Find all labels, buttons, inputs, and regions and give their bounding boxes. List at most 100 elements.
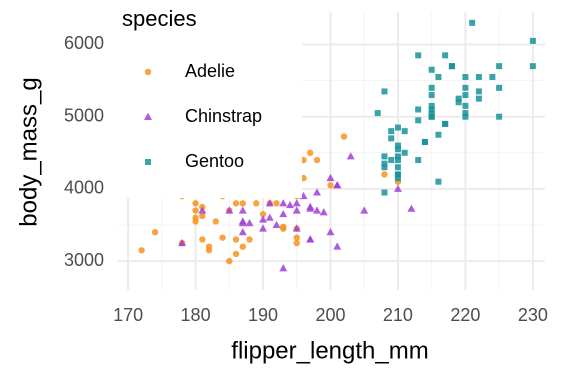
point — [292, 224, 301, 232]
point — [381, 88, 388, 95]
point — [326, 173, 335, 182]
x-axis-label: flipper_length_mm — [231, 337, 428, 364]
point — [442, 120, 449, 127]
point — [435, 131, 442, 138]
point — [199, 212, 206, 220]
point — [448, 63, 455, 70]
point — [246, 236, 253, 243]
point — [496, 84, 503, 91]
point — [475, 95, 482, 102]
point — [394, 164, 401, 171]
point — [239, 243, 246, 250]
point — [238, 228, 247, 236]
point — [279, 209, 288, 218]
x-tick-label: 200 — [315, 305, 345, 325]
legend-label: Gentoo — [185, 151, 244, 171]
x-tick-label: 230 — [518, 305, 548, 325]
point — [401, 128, 408, 135]
point — [286, 200, 295, 209]
point — [394, 171, 401, 178]
point — [138, 247, 145, 254]
point — [374, 110, 381, 117]
point — [265, 199, 274, 207]
point — [462, 102, 469, 109]
point — [360, 206, 369, 214]
point — [415, 52, 422, 59]
point — [388, 128, 395, 135]
point — [381, 189, 388, 196]
point — [462, 73, 469, 80]
point — [259, 210, 267, 218]
point — [394, 124, 401, 131]
y-tick-label: 4000 — [64, 178, 104, 198]
point — [428, 84, 435, 91]
point — [462, 110, 469, 117]
point — [319, 208, 328, 216]
point — [415, 106, 422, 113]
point — [151, 229, 159, 236]
y-tick-label: 6000 — [64, 33, 104, 53]
point — [253, 200, 260, 207]
x-tick-label: 190 — [248, 305, 278, 325]
point — [198, 206, 207, 214]
x-tick-label: 220 — [450, 305, 480, 325]
point — [428, 66, 435, 73]
point — [428, 110, 435, 117]
point — [312, 188, 321, 196]
point — [306, 202, 315, 210]
point — [259, 215, 268, 223]
point — [381, 171, 388, 178]
point — [313, 156, 321, 164]
x-tick-label: 180 — [181, 305, 211, 325]
point — [489, 73, 496, 80]
point — [421, 138, 428, 145]
y-tick-label: 3000 — [64, 250, 104, 270]
point — [462, 113, 469, 120]
point — [232, 236, 240, 243]
y-tick-label: 5000 — [64, 105, 104, 125]
point — [326, 228, 335, 236]
point — [238, 206, 247, 214]
point — [381, 160, 388, 167]
point — [199, 236, 206, 243]
point — [475, 88, 482, 95]
point — [442, 52, 449, 59]
point — [239, 200, 246, 207]
point — [273, 200, 280, 207]
point — [226, 257, 233, 265]
point — [293, 234, 300, 241]
legend: species Adelie Chinstrap Gentoo — [112, 0, 302, 198]
point — [293, 239, 300, 247]
point — [340, 133, 348, 140]
point — [415, 157, 422, 164]
point — [232, 200, 240, 207]
point — [245, 219, 254, 227]
point — [292, 199, 301, 207]
point — [428, 92, 435, 99]
point — [428, 102, 435, 109]
point — [232, 250, 240, 258]
point — [327, 182, 334, 189]
point — [407, 204, 416, 212]
point — [279, 264, 288, 272]
point — [529, 63, 536, 70]
point — [292, 206, 301, 214]
point — [469, 19, 476, 26]
point — [192, 207, 199, 214]
legend-key — [144, 112, 152, 120]
x-tick-label: 170 — [113, 305, 143, 325]
point — [219, 234, 226, 241]
point — [393, 184, 402, 192]
point — [394, 175, 401, 182]
point — [455, 95, 462, 102]
point — [272, 220, 281, 229]
point — [178, 238, 187, 247]
point — [259, 224, 268, 232]
point — [462, 84, 469, 91]
point — [279, 199, 288, 207]
legend-label: Chinstrap — [185, 106, 262, 126]
point — [435, 73, 442, 80]
point — [475, 73, 482, 80]
point — [428, 106, 435, 113]
